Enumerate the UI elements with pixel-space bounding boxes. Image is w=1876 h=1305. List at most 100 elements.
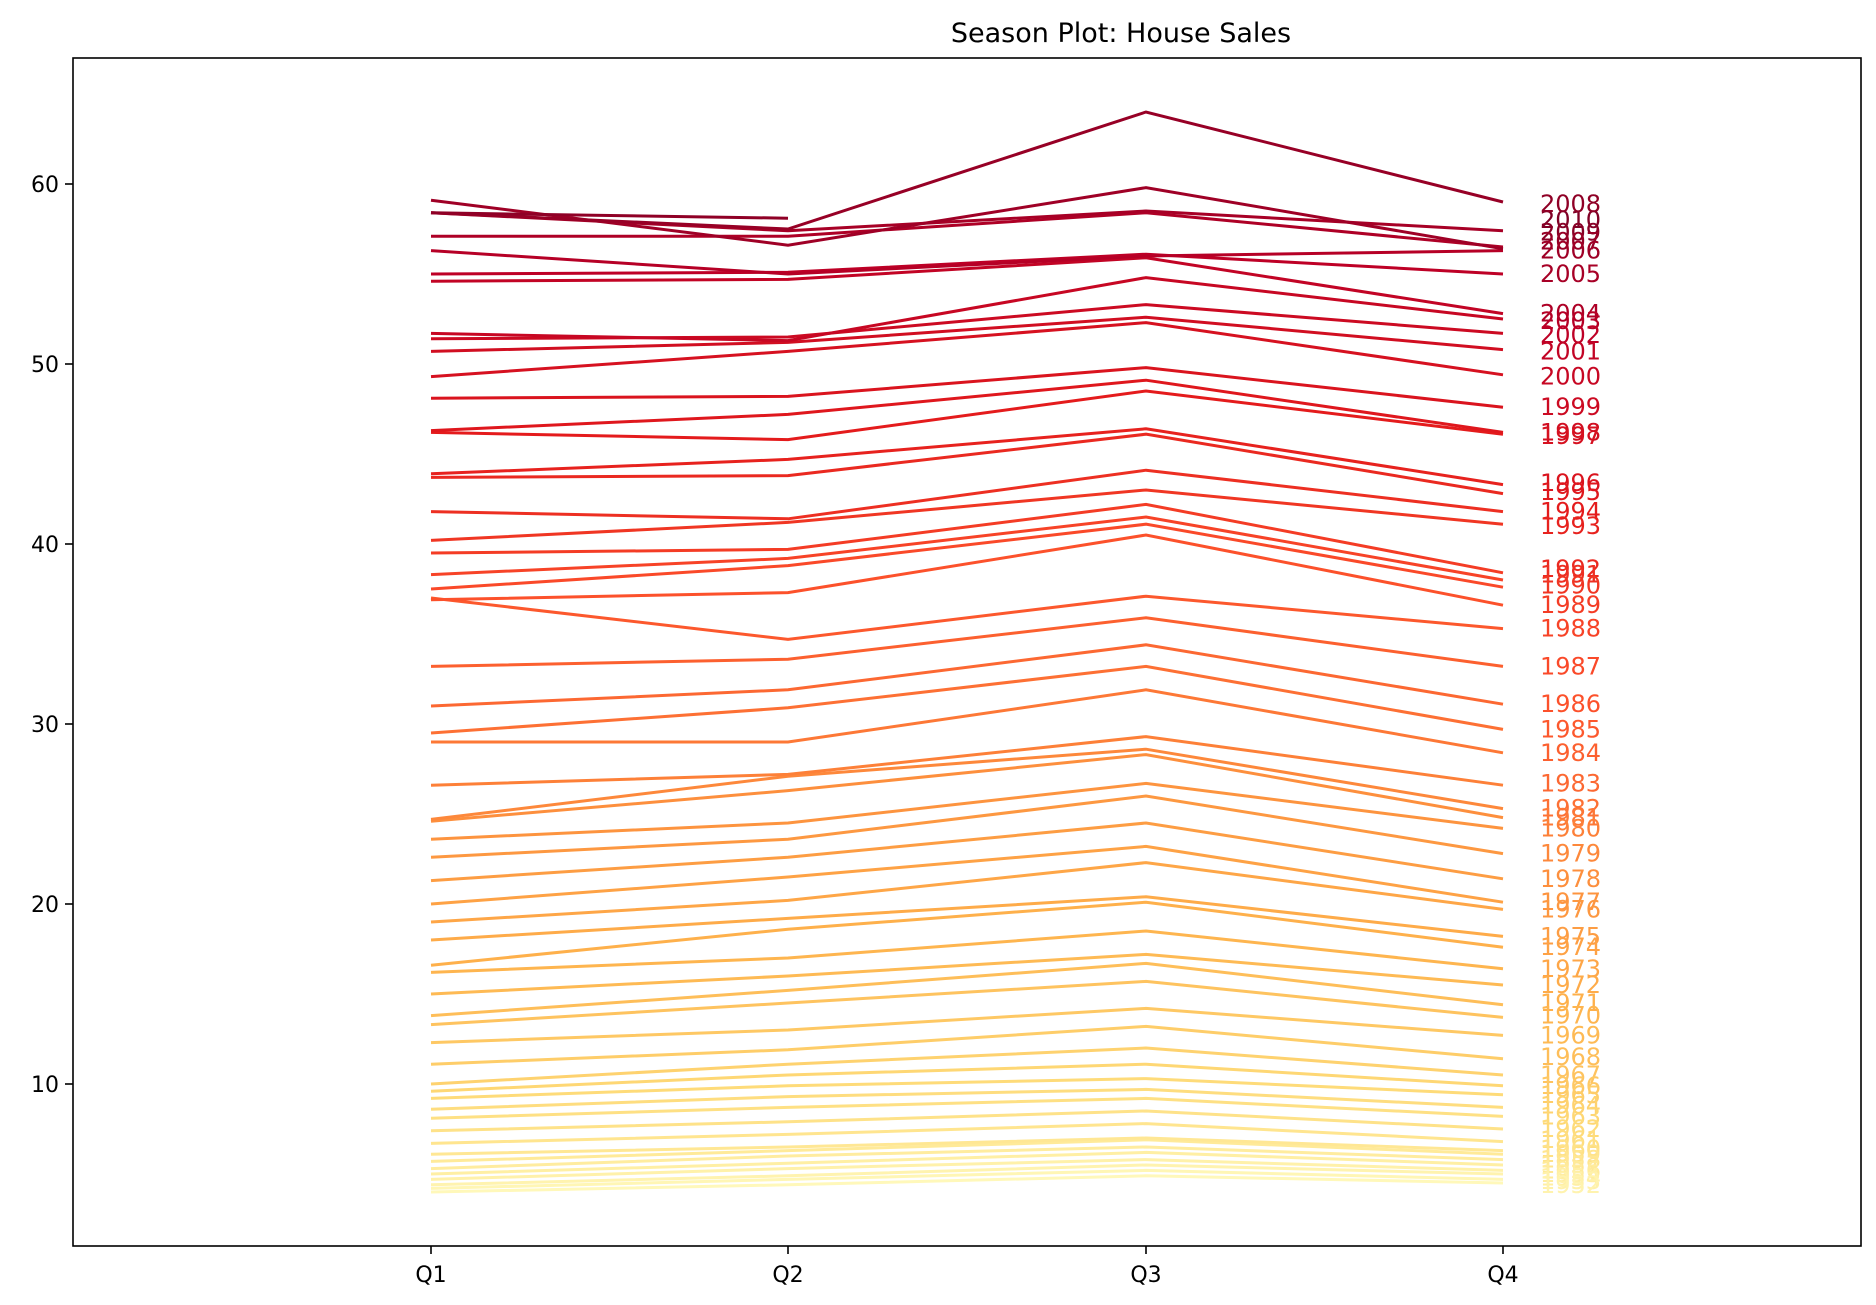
year-label-1970: 1970 xyxy=(1540,1002,1601,1030)
series-line-2002 xyxy=(430,252,1504,276)
chart-title: Season Plot: House Sales xyxy=(951,18,1291,49)
series-line-1963 xyxy=(430,1062,1504,1093)
axes: 10 20 30 40 50 60 Q1 Q2 Q3 Q4 xyxy=(31,173,1519,1288)
year-label-1994: 1994 xyxy=(1540,498,1601,526)
y-tick-label-60: 60 xyxy=(31,173,59,198)
series-line-1955 xyxy=(430,1145,1504,1171)
y-tick-label-10: 10 xyxy=(31,1073,59,1098)
series-line-1977 xyxy=(430,781,1504,841)
series-line-2004 xyxy=(431,211,1504,249)
year-label-1998: 1998 xyxy=(1540,418,1601,446)
series-line-1978 xyxy=(430,753,1504,823)
series-line-1966 xyxy=(430,1006,1504,1045)
series-line-1992 xyxy=(430,432,1504,496)
year-label-2007: 2007 xyxy=(1540,228,1601,256)
x-tick-label-Q4: Q4 xyxy=(1487,1263,1518,1288)
year-label-1980: 1980 xyxy=(1540,814,1601,842)
year-label-1979: 1979 xyxy=(1540,840,1601,868)
year-label-1964: 1964 xyxy=(1540,1092,1601,1120)
series-line-1973 xyxy=(430,861,1504,924)
year-label-1962: 1962 xyxy=(1540,1115,1601,1143)
year-label-1960: 1960 xyxy=(1540,1135,1601,1163)
year-label-1963: 1963 xyxy=(1540,1102,1601,1130)
series-line-1967 xyxy=(430,979,1504,1027)
series-line-1980 xyxy=(430,735,1504,787)
series-line-2003 xyxy=(430,249,1504,276)
year-label-1954: 1954 xyxy=(1540,1164,1601,1192)
series-line-1990 xyxy=(430,488,1504,542)
x-tick-label-Q1: Q1 xyxy=(415,1263,446,1288)
year-label-1997: 1997 xyxy=(1540,422,1601,450)
y-tick-label-30: 30 xyxy=(31,713,59,738)
year-label-1992: 1992 xyxy=(1540,555,1601,583)
series-line-1968 xyxy=(430,961,1504,1018)
series-line-1984 xyxy=(430,616,1504,668)
year-label-1987: 1987 xyxy=(1540,652,1601,680)
year-label-1986: 1986 xyxy=(1540,690,1601,718)
series-line-1997 xyxy=(430,321,1504,379)
year-label-1976: 1976 xyxy=(1540,895,1601,923)
year-label-1969: 1969 xyxy=(1540,1021,1601,1049)
series-line-1986 xyxy=(430,533,1504,607)
year-label-1953: 1953 xyxy=(1540,1167,1601,1195)
series-line-1954 xyxy=(430,1150,1504,1176)
year-label-1989: 1989 xyxy=(1540,591,1601,619)
year-label-1972: 1972 xyxy=(1540,971,1601,999)
year-label-2002: 2002 xyxy=(1540,321,1601,349)
year-label-2001: 2001 xyxy=(1540,337,1601,365)
year-label-1991: 1991 xyxy=(1540,561,1601,589)
series-line-1972 xyxy=(430,895,1504,942)
year-label-1958: 1958 xyxy=(1540,1146,1601,1174)
series-line-1951 xyxy=(430,1168,1504,1190)
year-label-1973: 1973 xyxy=(1540,955,1601,983)
series-line-1979 xyxy=(430,747,1504,821)
year-label-1982: 1982 xyxy=(1540,795,1601,823)
x-tick-label-Q3: Q3 xyxy=(1130,1263,1161,1288)
series-line-1998 xyxy=(430,315,1504,353)
series-line-1985 xyxy=(430,594,1504,641)
series-line-1952 xyxy=(430,1163,1504,1187)
year-label-2004: 2004 xyxy=(1540,300,1601,328)
series-line-1953 xyxy=(430,1158,1504,1181)
series-line-1974 xyxy=(430,844,1504,906)
series-line-2000 xyxy=(430,276,1504,343)
series-line-1993 xyxy=(430,427,1504,487)
year-label-2003: 2003 xyxy=(1540,307,1601,335)
year-label-1974: 1974 xyxy=(1540,933,1601,961)
series-line-1981 xyxy=(431,688,1504,755)
year-label-1971: 1971 xyxy=(1540,989,1601,1017)
year-label-1956: 1956 xyxy=(1540,1156,1601,1184)
series-line-1976 xyxy=(430,794,1504,859)
x-tick-label-Q2: Q2 xyxy=(772,1263,803,1288)
year-label-1990: 1990 xyxy=(1540,571,1601,599)
series-line-1995 xyxy=(430,378,1504,434)
year-label-2005: 2005 xyxy=(1540,260,1601,288)
year-label-1978: 1978 xyxy=(1540,865,1601,893)
series-line-1989 xyxy=(430,502,1504,575)
year-label-1959: 1959 xyxy=(1540,1140,1601,1168)
series-line-1961 xyxy=(430,1087,1504,1111)
year-label-2009: 2009 xyxy=(1540,219,1601,247)
year-label-1965: 1965 xyxy=(1540,1081,1601,1109)
series-line-1960 xyxy=(430,1096,1504,1120)
year-label-1996: 1996 xyxy=(1540,469,1601,497)
series-line-2008 xyxy=(430,211,789,220)
series-line-1956 xyxy=(430,1138,1504,1163)
series-line-1982 xyxy=(430,664,1504,735)
series-line-1994 xyxy=(430,389,1504,442)
series-line-1991 xyxy=(430,468,1504,521)
y-tick-label-20: 20 xyxy=(31,893,59,918)
year-label-2008: 2008 xyxy=(1540,190,1601,218)
series-line-1987 xyxy=(430,522,1504,591)
series-line-1964 xyxy=(430,1046,1504,1086)
year-label-1975: 1975 xyxy=(1540,922,1601,950)
year-label-1981: 1981 xyxy=(1540,804,1601,832)
y-tick-label-50: 50 xyxy=(31,353,59,378)
series-line-1957 xyxy=(430,1136,1504,1156)
year-label-2010: 2010 xyxy=(1540,206,1601,234)
year-label-1993: 1993 xyxy=(1540,512,1601,540)
series-line-1971 xyxy=(430,900,1504,967)
year-label-1977: 1977 xyxy=(1540,888,1601,916)
